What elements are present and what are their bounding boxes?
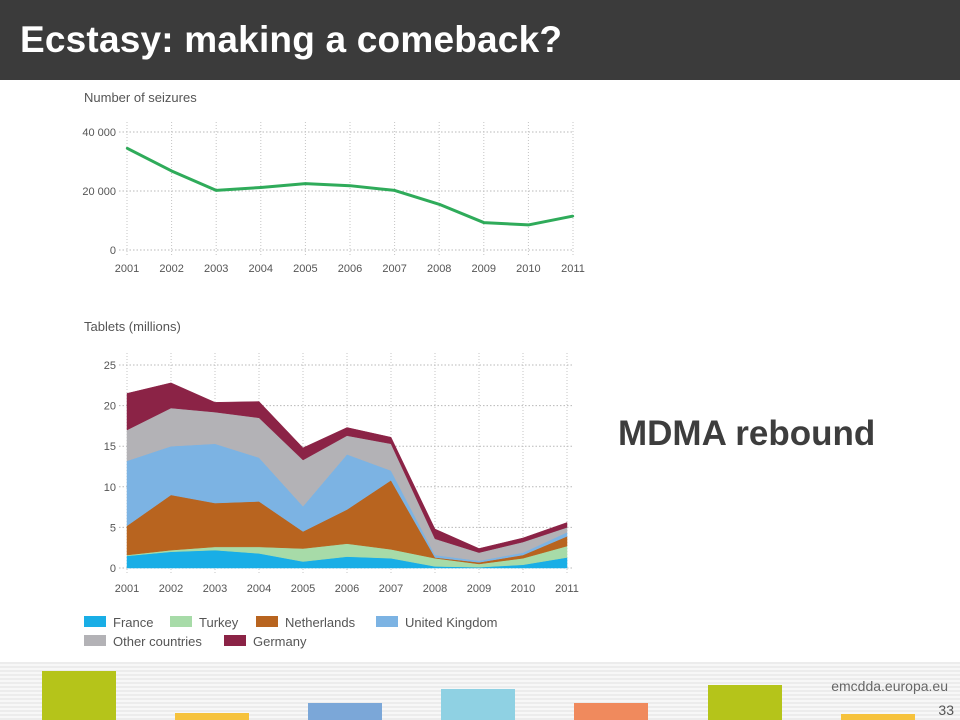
x-tick-label: 2001 [115, 583, 139, 595]
x-tick-label: 2010 [516, 263, 540, 275]
footer-color-block [841, 714, 915, 720]
x-tick-label: 2001 [115, 263, 139, 275]
legend-swatch-france [84, 616, 106, 627]
callout-text: MDMA rebound [618, 414, 876, 453]
tablets-area-chart: Tablets (millions)2001 2002 2003 2004 2005 20… [84, 319, 579, 649]
x-tick-label: 2010 [511, 583, 535, 595]
footer-color-block [42, 671, 116, 720]
legend-label-other-countries: Other countries [113, 634, 202, 649]
page-number: 33 [938, 702, 954, 718]
footer-color-block [708, 685, 782, 720]
x-tick-label: 2011 [561, 263, 585, 275]
footer-site-link[interactable]: emcdda.europa.eu [831, 678, 948, 694]
legend-label-germany: Germany [253, 634, 307, 649]
y-tick-label: 0 [110, 563, 116, 575]
legend-label-france: France [113, 615, 153, 630]
x-tick-label: 2004 [247, 583, 271, 595]
footer-color-block [175, 713, 249, 720]
seizures-line-chart: Number of seizures 0 20 000 40 000 2001 2002 2… [82, 90, 585, 275]
footer-color-block [441, 689, 515, 720]
x-tick-label: 2006 [335, 583, 359, 595]
y-tick-label: 15 [104, 441, 116, 453]
legend-swatch-united-kingdom [376, 616, 398, 627]
legend-swatch-netherlands [256, 616, 278, 627]
y-tick-label: 20 [104, 401, 116, 413]
y-tick-label: 0 [110, 245, 116, 257]
footer-color-block [308, 703, 382, 720]
seizures-data-point [170, 169, 173, 173]
x-tick-label: 2006 [338, 263, 362, 275]
seizures-data-point [215, 189, 218, 192]
x-tick-label: 2009 [467, 583, 491, 595]
x-tick-label: 2009 [472, 263, 496, 275]
footer-color-block [574, 703, 648, 720]
legend-swatch-other-countries [84, 635, 106, 646]
seizures-data-point [571, 214, 575, 218]
seizures-data-point [438, 203, 441, 206]
seizures-data-point [304, 182, 307, 185]
seizures-data-point [259, 186, 262, 189]
y-tick-label: 25 [104, 360, 116, 372]
x-tick-label: 2004 [249, 263, 273, 275]
x-tick-label: 2002 [159, 263, 183, 275]
legend-swatch-germany [224, 635, 246, 646]
x-tick-label: 2007 [382, 263, 406, 275]
legend-label-turkey: Turkey [199, 615, 239, 630]
area-germany [126, 382, 568, 553]
y-tick-label: 40 000 [82, 127, 116, 139]
x-tick-label: 2008 [427, 263, 451, 275]
y-tick-label: 20 000 [82, 186, 116, 198]
x-tick-label: 2007 [379, 583, 403, 595]
x-tick-label: 2005 [293, 263, 317, 275]
seizures-data-point [125, 147, 129, 150]
y-tick-label: 5 [110, 522, 116, 534]
y-tick-label: 10 [104, 482, 116, 494]
slide-title: Ecstasy: making a comeback? [20, 19, 563, 60]
title-bar: Ecstasy: making a comeback? [0, 0, 960, 80]
legend-label-united-kingdom: United Kingdom [405, 615, 498, 630]
x-tick-label: 2011 [555, 583, 579, 595]
seizures-data-point [482, 221, 485, 224]
seizures-data-point [527, 223, 530, 227]
x-tick-label: 2003 [203, 583, 227, 595]
x-tick-label: 2005 [291, 583, 315, 595]
legend-label-netherlands: Netherlands [285, 615, 356, 630]
y-axis-title: Tablets (millions) [84, 319, 181, 334]
x-tick-label: 2002 [159, 583, 183, 595]
x-tick-label: 2003 [204, 263, 228, 275]
x-tick-label: 2008 [423, 583, 447, 595]
seizures-data-point [348, 184, 352, 187]
legend-swatch-turkey [170, 616, 192, 627]
seizures-data-point [393, 189, 396, 192]
y-axis-title: Number of seizures [84, 90, 197, 105]
